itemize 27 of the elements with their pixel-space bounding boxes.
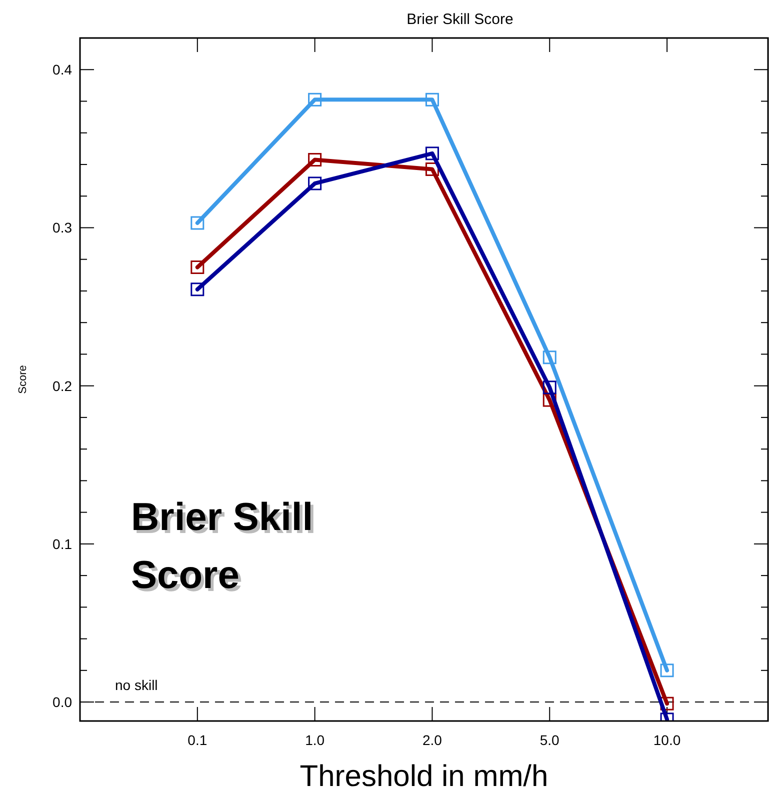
- point: [542, 393, 556, 407]
- point: [190, 282, 204, 296]
- point: [308, 176, 322, 190]
- point: [190, 260, 204, 274]
- y-axis-title: Score: [17, 365, 29, 394]
- point: [542, 380, 556, 394]
- y-tick-label: 0.1: [52, 536, 72, 552]
- point: [308, 152, 322, 166]
- point: [190, 216, 204, 230]
- x-tick-label: 5.0: [540, 732, 560, 748]
- point: [542, 350, 556, 364]
- y-tick-label: 0.4: [52, 62, 72, 78]
- x-tick-label: 10.0: [653, 732, 681, 748]
- point: [425, 146, 439, 160]
- x-tick-label: 2.0: [422, 732, 442, 748]
- point: [308, 92, 322, 106]
- ref-line-label: no skill: [115, 677, 158, 694]
- chart-title: Brier Skill Score: [406, 11, 514, 28]
- y-tick-label: 0.0: [52, 694, 72, 710]
- x-tick-label: 0.1: [188, 732, 208, 748]
- annotation: Brier Skill Score: [134, 499, 316, 600]
- point: [425, 92, 439, 106]
- point: [660, 664, 674, 678]
- y-tick-label: 0.2: [52, 378, 72, 394]
- x-tick-label: 1.0: [305, 732, 325, 748]
- y-tick-label: 0.3: [52, 220, 72, 236]
- x-axis-title: Threshold in mm/h: [300, 760, 548, 793]
